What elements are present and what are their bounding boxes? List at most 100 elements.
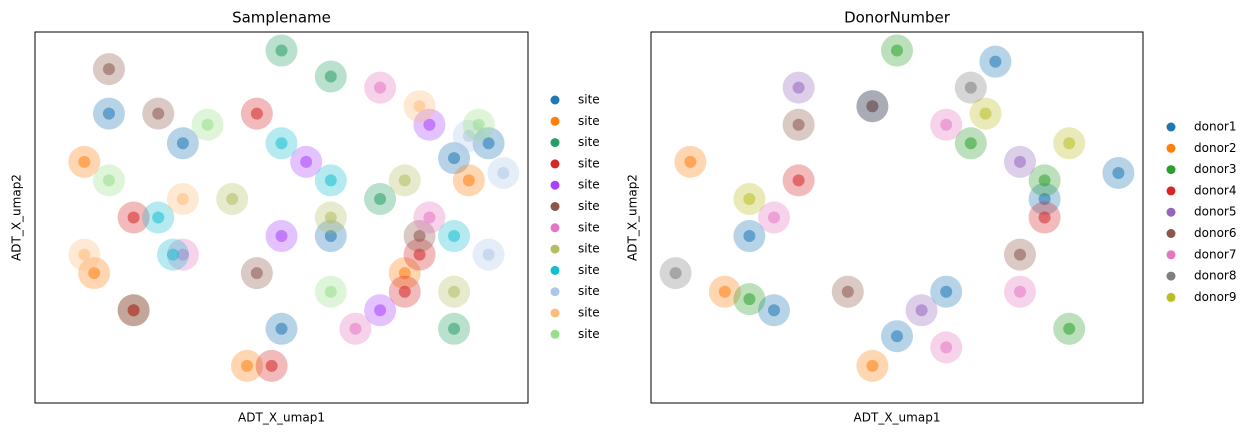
legend-marker — [550, 308, 560, 318]
chart-title: Samplename — [232, 9, 331, 27]
point-core — [1014, 248, 1026, 261]
legend-label: donor7 — [1194, 247, 1236, 261]
point-core — [768, 304, 780, 317]
point-core — [226, 192, 239, 205]
point-core — [152, 107, 165, 120]
legend-label: donor5 — [1194, 205, 1236, 219]
panel-background — [600, 0, 1259, 436]
point-core — [497, 166, 510, 179]
legend-marker — [1166, 122, 1176, 132]
point-core — [964, 81, 977, 94]
point-core — [413, 248, 426, 261]
point-core — [768, 211, 780, 224]
legend-marker — [1166, 292, 1176, 302]
point-core — [398, 174, 411, 187]
x-axis-label: ADT_X_umap1 — [854, 411, 941, 425]
axes-frame — [34, 31, 529, 404]
point-core — [866, 100, 879, 113]
legend-label: donor1 — [1194, 120, 1236, 134]
point-core — [718, 285, 731, 298]
legend-marker — [1166, 250, 1176, 260]
point-core — [915, 304, 928, 317]
point-core — [413, 100, 426, 113]
point-core — [792, 174, 805, 187]
point-core — [240, 359, 253, 372]
point-core — [324, 174, 337, 187]
point-core — [792, 81, 805, 94]
point-core — [743, 230, 756, 243]
legend-label: donor2 — [1194, 141, 1236, 155]
point-core — [482, 137, 495, 150]
point-core — [866, 359, 879, 372]
point-core — [398, 285, 411, 298]
point-core — [78, 155, 91, 168]
point-core — [1038, 174, 1051, 187]
point-core — [300, 155, 313, 168]
points — [659, 34, 1135, 382]
legend-label: donor3 — [1194, 162, 1236, 176]
legend-marker — [550, 138, 560, 148]
point-core — [989, 55, 1002, 68]
point-core — [127, 211, 140, 224]
point-core — [78, 248, 91, 261]
point-core — [275, 322, 288, 335]
legend-marker — [550, 329, 560, 339]
chart-title: DonorNumber — [844, 9, 951, 27]
point-core — [324, 285, 337, 298]
legend-label: donor6 — [1194, 226, 1236, 240]
point-core — [324, 211, 337, 224]
point-core — [250, 107, 263, 120]
legend-label: donor9 — [1194, 290, 1236, 304]
point-core — [176, 137, 189, 150]
legend-marker — [1166, 165, 1176, 175]
point-core — [324, 70, 337, 83]
legend-marker — [1166, 207, 1176, 217]
point-core — [1063, 322, 1076, 335]
point-core — [88, 267, 101, 280]
point-core — [275, 230, 288, 243]
point-core — [448, 285, 461, 298]
point-core — [448, 152, 461, 165]
point-core — [167, 248, 180, 261]
y-axis-label: ADT_X_umap2 — [626, 174, 640, 261]
point-core — [398, 267, 411, 280]
point-core — [841, 285, 854, 298]
legend-marker — [1166, 143, 1176, 153]
point-core — [250, 267, 263, 280]
point-core — [669, 267, 682, 280]
point-core — [1038, 192, 1051, 205]
point-core — [979, 107, 992, 120]
point-core — [1014, 155, 1026, 168]
point-core — [423, 211, 436, 224]
legend-marker — [1166, 186, 1176, 196]
point-core — [102, 107, 115, 120]
point-core — [743, 293, 756, 306]
point-core — [275, 137, 288, 150]
point-core — [423, 118, 436, 131]
legend-marker — [550, 180, 560, 190]
point-core — [102, 63, 115, 76]
point-core — [940, 341, 953, 354]
point-core — [792, 118, 805, 131]
point-core — [349, 322, 362, 335]
legend-marker — [550, 159, 560, 169]
legend-marker — [1166, 229, 1176, 238]
y-axis-label: ADT_X_umap2 — [10, 174, 24, 261]
point-core — [448, 230, 461, 243]
point-core — [176, 192, 189, 205]
point-core — [472, 118, 485, 131]
point-core — [413, 230, 426, 243]
point-core — [324, 230, 337, 243]
point-core — [964, 137, 977, 150]
point-core — [1063, 137, 1076, 150]
legend-marker — [550, 287, 560, 297]
axes-frame — [650, 31, 1144, 404]
point-core — [374, 81, 387, 94]
legend-marker — [1166, 271, 1176, 281]
point-core — [448, 322, 461, 335]
legend-marker — [550, 265, 560, 275]
point-core — [265, 359, 278, 372]
legend-label: donor8 — [1194, 269, 1236, 283]
